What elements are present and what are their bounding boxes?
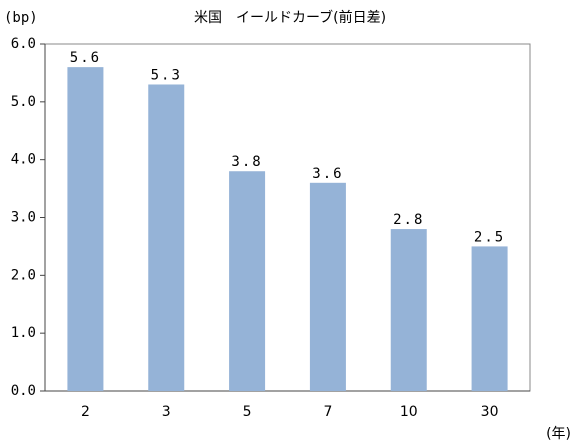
chart-title: 米国 イールドカーブ(前日差): [194, 9, 386, 26]
y-tick-label: 5.0: [11, 94, 36, 110]
bar: [471, 246, 508, 391]
value-label: 2.5: [474, 229, 505, 245]
x-tick-label: 2: [81, 404, 90, 420]
y-tick-label: 4.0: [11, 152, 36, 168]
y-tick-label: 3.0: [11, 210, 36, 226]
bar: [309, 182, 346, 391]
bar: [390, 229, 427, 391]
x-tick-label: 10: [400, 404, 418, 420]
value-label: 3.6: [312, 166, 343, 182]
bar: [229, 171, 266, 391]
y-axis-label: (bp): [4, 10, 38, 26]
x-tick-label: 30: [481, 404, 499, 420]
x-tick-label: 7: [323, 404, 332, 420]
x-tick-label: 5: [243, 404, 252, 420]
y-tick-label: 0.0: [11, 383, 36, 399]
value-label: 2.8: [393, 212, 424, 228]
y-tick-label: 6.0: [11, 36, 36, 52]
y-tick-label: 1.0: [11, 325, 36, 341]
value-label: 5.6: [70, 50, 101, 66]
bar: [67, 67, 104, 391]
value-label: 5.3: [151, 67, 182, 83]
value-label: 3.8: [231, 154, 262, 170]
x-axis-label: (年): [546, 426, 571, 442]
bar: [148, 84, 185, 391]
x-tick-label: 3: [162, 404, 171, 420]
y-tick-label: 2.0: [11, 267, 36, 283]
